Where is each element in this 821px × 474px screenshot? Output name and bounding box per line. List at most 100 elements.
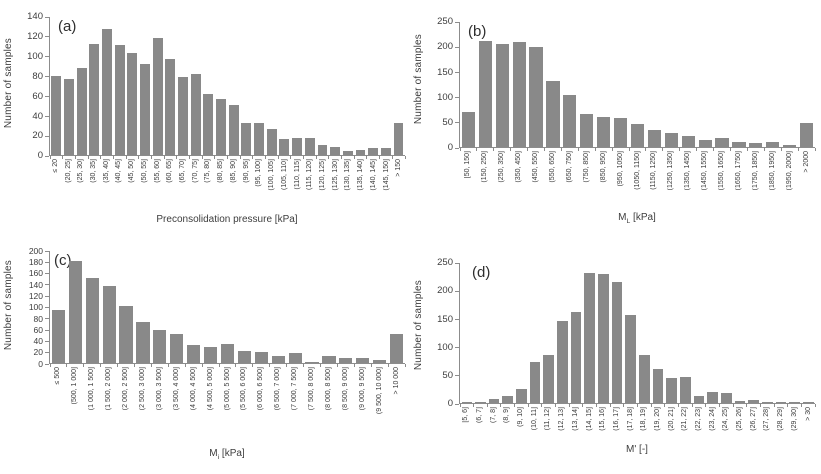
x-tick-label: (1950, 2000] [786, 151, 794, 191]
x-tick-label: (9, 10] [517, 407, 525, 427]
histogram-bar [698, 139, 712, 147]
x-tick-label: (350, 450] [514, 151, 522, 183]
y-tick-mark [45, 250, 49, 252]
x-tick-label: (1750, 1850] [752, 151, 760, 191]
y-tick-label: 20 [32, 130, 43, 142]
x-tick-label: (24, 25] [722, 407, 730, 431]
x-tick-mark [87, 156, 89, 160]
x-tick-label: (90, 95] [242, 159, 250, 183]
x-tick-mark [544, 148, 546, 152]
y-tick-label: 120 [27, 31, 43, 43]
histogram-bar [254, 351, 268, 363]
x-tick-mark [800, 404, 802, 408]
x-axis-title: Mi [kPa] [209, 448, 245, 461]
x-tick-label: (750, 850] [582, 151, 590, 183]
x-tick-mark [49, 364, 51, 368]
x-tick-mark [732, 404, 734, 408]
x-tick-label: (150, 250] [480, 151, 488, 183]
x-tick-mark [134, 364, 136, 368]
x-tick-label: (75, 80] [204, 159, 212, 183]
x-tick-label: (105, 110] [280, 159, 288, 191]
x-tick-label: (23, 24] [708, 407, 716, 431]
x-tick-labels: ≤ 20 (20, 25] (25, 30] (30, 35] (35, 40] (40,… [49, 156, 405, 214]
histogram-bar [611, 281, 623, 403]
x-tick-label: (9 000, 9 500] [359, 367, 367, 411]
axis-title-subscript: L [626, 218, 631, 225]
histogram-bar [322, 356, 336, 363]
y-tick-mark [455, 290, 459, 292]
histogram-bar [529, 46, 543, 147]
x-tick-labels: ≤ 500 (500, 1 000] (1 000, 1 500] (1 500, 2… [49, 364, 405, 448]
histogram-bar [266, 129, 277, 155]
y-tick-mark [455, 347, 459, 349]
x-tick-labels: [5, 6] (6, 7] (7, 8] (8, 9] (9, 10] (10, 11] (… [459, 404, 815, 444]
histogram-bar [373, 359, 387, 363]
x-tick-label: (18, 19] [640, 407, 648, 431]
x-tick-label: > 10 000 [393, 367, 401, 395]
histogram-bar [89, 43, 100, 155]
x-tick-label: > 30 [804, 407, 812, 421]
x-tick-mark [303, 364, 305, 368]
histogram-bar [304, 138, 315, 155]
x-tick-mark [611, 148, 613, 152]
panel-a-preconsolidation-pressure: Number of samples (a) 0 20 40 60 80 100 120 140 ≤ … [0, 0, 410, 237]
y-tick-mark [45, 261, 49, 263]
x-tick-label: (145, 150] [382, 159, 390, 191]
x-tick-mark [328, 156, 330, 160]
x-tick-label: ≤ 500 [53, 367, 61, 385]
histogram-bar [647, 129, 661, 147]
histogram-bar [170, 334, 184, 363]
plot-area-wrap: (b) [459, 0, 816, 152]
histogram-bar [342, 151, 353, 155]
x-tick-mark [391, 156, 393, 160]
x-tick-mark [290, 156, 292, 160]
x-tick-mark [780, 148, 782, 152]
x-tick-label: (110, 115] [293, 159, 301, 190]
panel-d-m-prime: Number of samples (d) 0 50 100 150 200 250 [5, 6… [410, 237, 820, 474]
histogram-bar [720, 392, 732, 403]
x-tick-mark [117, 364, 119, 368]
x-tick-label: (1 000, 1 500] [87, 367, 95, 411]
histogram-bar [597, 117, 611, 147]
y-tick-label: 0 [447, 142, 453, 154]
x-tick-mark [49, 156, 51, 160]
x-tick-label: (28, 29] [777, 407, 785, 431]
x-tick-mark [319, 364, 321, 368]
x-tick-label: (1350, 1450] [684, 151, 692, 191]
x-tick-mark [459, 404, 461, 408]
x-tick-label: (85, 90] [229, 159, 237, 183]
x-tick-mark [797, 148, 799, 152]
x-tick-label: (17, 18] [626, 407, 634, 431]
x-tick-mark [235, 364, 237, 368]
x-tick-mark [691, 404, 693, 408]
histogram-bar [237, 351, 251, 363]
x-tick-mark [713, 148, 715, 152]
histogram-bar [766, 142, 780, 147]
x-tick-label: (1450, 1550] [701, 151, 709, 191]
histogram-bar [775, 401, 787, 403]
y-tick-label: 140 [27, 11, 43, 23]
histogram-bar [512, 41, 526, 147]
x-tick-mark [623, 404, 625, 408]
x-tick-label: (65, 70] [179, 159, 187, 183]
histogram-bar [51, 310, 66, 363]
x-tick-mark [138, 156, 140, 160]
histogram-bar [178, 76, 188, 155]
x-tick-mark [201, 364, 203, 368]
y-tick-mark [455, 71, 459, 73]
y-tick-mark [45, 352, 49, 354]
x-tick-mark [718, 404, 720, 408]
x-tick-mark [277, 156, 279, 160]
histogram-bar [502, 395, 514, 403]
x-tick-label: (6, 7] [476, 407, 484, 423]
x-tick-label: (1050, 1150] [633, 151, 641, 190]
x-tick-mark [560, 148, 562, 152]
histogram-bar [136, 322, 150, 363]
x-tick-mark [239, 156, 241, 160]
x-tick-mark [486, 404, 488, 408]
bars-container [50, 251, 405, 363]
y-tick-label: 0 [38, 358, 43, 369]
histogram-bar [734, 401, 746, 403]
x-tick-label: (7 500, 8 000] [308, 367, 316, 411]
x-axis-title: Preconsolidation pressure [kPa] [156, 214, 298, 225]
